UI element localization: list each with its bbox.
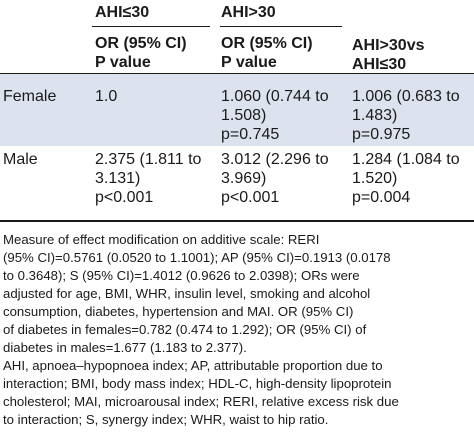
cell-male-ahi-le-30: 2.375 (1.811 to 3.131) p<0.001 [95, 151, 202, 206]
header-or-ci-1: OR (95% CI) P value [95, 35, 187, 71]
header-rule-2 [220, 26, 342, 27]
cell-male-ahi-gt-30: 3.012 (2.296 to 3.969) p<0.001 [221, 151, 329, 206]
table-header: AHI≤30 AHI>30 OR (95% CI) P value OR (95… [0, 0, 474, 74]
header-or-ci-2: OR (95% CI) P value [221, 35, 313, 71]
table-row-female-band [0, 74, 474, 146]
cell-female-ahi-le-30: 1.0 [95, 88, 118, 105]
row-label-female: Female [3, 88, 57, 105]
cell-male-comparison: 1.284 (1.084 to 1.520) p=0.004 [352, 151, 460, 206]
header-rule-1 [92, 26, 210, 27]
header-comparison: AHI>30vs AHI≤30 [352, 37, 425, 73]
header-group-ahi-gt-30: AHI>30 [221, 4, 276, 21]
cell-female-ahi-gt-30: 1.060 (0.744 to 1.508) p=0.745 [221, 88, 329, 143]
cell-female-comparison: 1.006 (0.683 to 1.483) p=0.975 [352, 88, 460, 143]
header-group-ahi-le-30: AHI≤30 [95, 4, 150, 21]
row-label-male: Male [3, 151, 38, 168]
table-footnotes: Measure of effect modification on additi… [3, 232, 399, 427]
table-rule-bottom [0, 220, 474, 222]
